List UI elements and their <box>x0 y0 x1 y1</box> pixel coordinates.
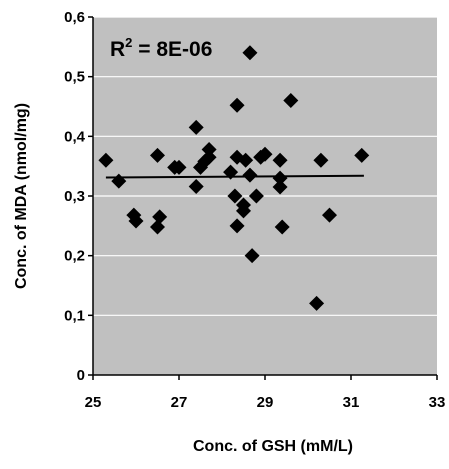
data-point <box>242 167 258 183</box>
data-point <box>188 178 204 194</box>
x-tick-label: 33 <box>429 394 446 411</box>
y-axis-ticks: 0 0,1 0,2 0,3 0,4 0,5 0,6 <box>64 9 93 384</box>
data-point <box>201 141 217 157</box>
data-point <box>150 219 165 235</box>
y-tick-label: 0,2 <box>64 248 85 265</box>
r-squared-annotation: R2 = 8E-06 <box>110 35 212 61</box>
x-tick-label: 25 <box>85 394 102 411</box>
x-axis-title: Conc. of GSH (mM/L) <box>193 438 353 455</box>
data-point <box>152 209 168 225</box>
data-point <box>257 146 273 162</box>
trendline-group <box>105 174 364 179</box>
x-tick-label: 27 <box>171 394 188 411</box>
data-point <box>227 188 243 204</box>
data-point <box>248 188 264 204</box>
y-tick-label: 0,5 <box>64 69 85 86</box>
data-point <box>98 152 114 168</box>
x-axis-ticks: 25 27 29 31 33 <box>85 375 446 411</box>
data-point <box>272 170 288 186</box>
y-tick-label: 0,4 <box>64 128 86 145</box>
data-point <box>244 248 260 264</box>
y-tick-label: 0 <box>77 367 85 384</box>
gridlines <box>93 16 437 316</box>
y-tick-label: 0,1 <box>64 307 85 324</box>
data-point <box>201 149 217 165</box>
data-point <box>274 219 290 235</box>
data-point <box>242 45 258 61</box>
data-point <box>229 218 245 234</box>
data-point <box>272 152 288 168</box>
x-tick-label: 31 <box>343 394 360 411</box>
data-point <box>236 197 251 213</box>
y-axis-title: Conc. of MDA (nmol/mg) <box>13 103 30 289</box>
y-tick-label: 0,6 <box>64 9 85 26</box>
data-point <box>229 97 245 113</box>
data-point <box>322 207 337 223</box>
data-point <box>171 159 187 175</box>
y-tick-label: 0,3 <box>64 188 85 205</box>
data-point <box>313 152 329 168</box>
data-point <box>283 93 299 109</box>
data-point <box>354 147 370 163</box>
trendline <box>105 174 364 179</box>
data-point <box>238 152 254 168</box>
data-point <box>188 119 204 135</box>
x-tick-label: 29 <box>257 394 274 411</box>
data-point <box>128 213 144 229</box>
data-point <box>272 179 288 195</box>
data-point <box>309 295 325 311</box>
data-points <box>98 45 370 311</box>
data-point <box>150 147 165 163</box>
